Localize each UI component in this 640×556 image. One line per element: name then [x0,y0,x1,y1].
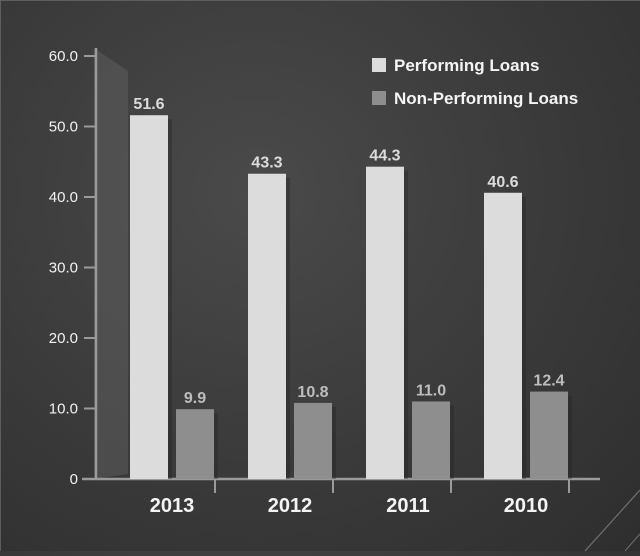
bar-layer: 51.6 9.9 43.3 10.8 44.3 11.0 40.6 12.4 [130,96,572,480]
y-tick-label: 10.0 [49,401,78,418]
frame-line-corner-small [624,533,640,552]
frame-line-corner [584,489,640,552]
value-label: 44.3 [369,148,400,165]
value-label: 12.4 [533,373,564,390]
legend-swatch-nonperforming [372,91,386,105]
value-label: 11.0 [416,382,446,399]
value-label: 43.3 [251,155,282,172]
bar-performing [484,192,522,479]
legend: Performing Loans Non-Performing Loans [372,56,578,108]
value-label: 9.9 [184,390,206,407]
axis-layer: 0 10.0 20.0 30.0 40.0 50.0 60.0 2013 2012 2011 201… [49,48,600,517]
bar-nonperforming [412,401,450,479]
value-label: 51.6 [133,96,164,113]
axis-side-wall [94,48,128,479]
legend-label: Non-Performing Loans [394,89,578,108]
bar-performing [248,173,286,480]
y-tick-label: 20.0 [49,330,78,347]
y-tick-label: 40.0 [49,189,78,206]
value-label: 10.8 [297,384,328,401]
y-tick-label: 30.0 [49,260,78,277]
legend-label: Performing Loans [394,56,539,75]
bar-performing [130,115,168,479]
legend-swatch-performing [372,58,386,72]
bar-nonperforming [176,409,214,479]
y-tick-label: 0 [70,471,78,488]
bar-nonperforming [294,402,332,479]
bar-nonperforming [530,391,568,479]
category-label: 2013 [150,495,195,517]
value-label: 40.6 [487,174,518,191]
bar-performing [366,166,404,479]
category-label: 2011 [386,495,429,517]
category-label: 2010 [504,495,549,517]
y-tick-label: 60.0 [49,48,78,65]
y-tick-label: 50.0 [49,119,78,136]
category-label: 2012 [268,495,313,517]
